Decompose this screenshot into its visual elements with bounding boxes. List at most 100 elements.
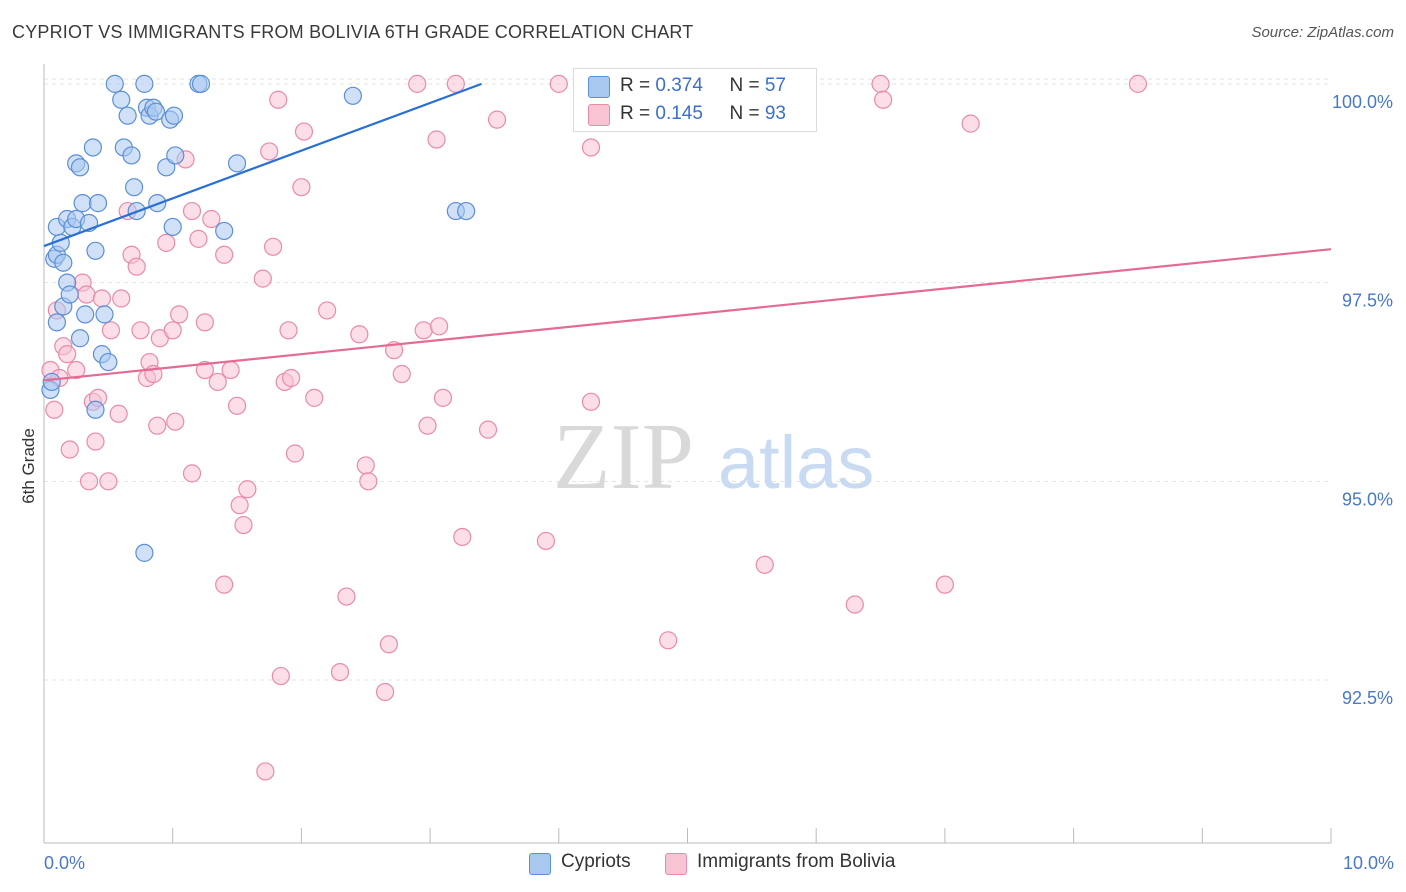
cypriot-point — [457, 201, 476, 221]
chart-title: CYPRIOT VS IMMIGRANTS FROM BOLIVIA 6TH G… — [12, 22, 694, 42]
legend-r-label: R = — [620, 75, 656, 96]
bolivia-point — [109, 404, 128, 423]
bolivia-point — [487, 110, 507, 129]
trendlines — [43, 82, 1332, 382]
legend-text-cypriots: R = 0.374 N = 57 — [620, 75, 786, 97]
legend-r-value: 0.374 — [655, 75, 703, 96]
bolivia-point — [166, 412, 185, 431]
bolivia-point — [215, 575, 234, 594]
cypriot-point — [70, 158, 90, 177]
x-tick-label: 0.0% — [44, 853, 85, 873]
legend-n-label: N = — [729, 75, 765, 96]
bolivia-point — [430, 317, 449, 336]
bolivia-point — [195, 360, 214, 380]
bolivia-point — [77, 285, 96, 304]
bolivia-point — [453, 527, 472, 547]
bottom-swatch-blue — [529, 853, 551, 875]
cypriot-point — [60, 285, 79, 304]
bolivia-point — [874, 90, 893, 109]
cypriot-point — [86, 400, 105, 419]
cypriot-point — [54, 253, 73, 272]
bolivia-point — [871, 74, 890, 93]
bolivia-point — [112, 289, 131, 308]
bolivia-point — [157, 233, 176, 252]
bolivia-point — [269, 90, 288, 109]
bolivia-point — [414, 321, 433, 340]
bolivia-point — [330, 662, 350, 682]
bolivia-point — [263, 237, 283, 256]
bolivia-point — [195, 313, 214, 332]
bolivia-point — [549, 74, 568, 93]
cypriot-point — [343, 86, 362, 105]
legend-n-value: 93 — [764, 103, 786, 124]
bolivia-point — [234, 515, 253, 535]
bolivia-point — [282, 368, 301, 388]
bolivia-point — [221, 360, 240, 380]
bolivia-point — [215, 245, 234, 264]
y-tick-label: 100.0% — [1332, 92, 1393, 112]
bolivia-point — [935, 575, 955, 594]
y-tick-label: 92.5% — [1342, 688, 1393, 708]
bolivia-point — [271, 666, 290, 686]
bolivia-point — [446, 74, 465, 93]
cypriot-point — [122, 146, 141, 165]
bolivia-point — [227, 396, 247, 415]
bolivia-point — [379, 635, 399, 654]
legend-n-value: 57 — [764, 75, 786, 96]
bolivia-point — [202, 209, 221, 229]
watermark-atlas: atlas — [718, 421, 874, 504]
bolivia-point — [208, 372, 227, 392]
cypriot-point — [105, 74, 124, 93]
bolivia-point — [58, 345, 77, 364]
bolivia-point — [45, 400, 64, 419]
legend-swatch-blue — [588, 76, 610, 98]
cypriot-point — [166, 146, 185, 165]
bolivia-point — [148, 416, 167, 435]
bolivia-point — [755, 555, 774, 574]
watermark: ZIP atlas — [553, 405, 874, 509]
bolivia-point — [238, 480, 257, 499]
cypriot-point — [86, 241, 105, 260]
bolivia-point — [260, 142, 279, 161]
cypriot-trendline — [43, 82, 482, 248]
bottom-swatch-pink — [665, 853, 687, 875]
bolivia-point — [60, 440, 79, 459]
bolivia-point — [285, 444, 305, 463]
bolivia-trendline — [43, 248, 1332, 382]
bolivia-point — [67, 360, 86, 380]
source-label: Source: ZipAtlas.com — [1251, 24, 1394, 41]
legend-n-label: N = — [729, 103, 765, 124]
cypriot-point — [76, 305, 95, 324]
bolivia-point — [961, 114, 980, 133]
bolivia-point — [581, 138, 601, 157]
cypriot-point — [47, 313, 66, 332]
cypriot-point — [99, 352, 118, 372]
legend-swatch-pink — [588, 104, 610, 126]
bolivia-point — [1128, 74, 1148, 93]
bolivia-point — [418, 416, 437, 435]
bolivia-point — [845, 595, 864, 614]
legend-r-label: R = — [620, 103, 656, 124]
bolivia-point — [279, 321, 298, 340]
bolivia-point — [581, 392, 601, 411]
bolivia-point — [256, 762, 275, 781]
bottom-legend-label: Immigrants from Bolivia — [697, 851, 896, 872]
cypriot-point — [118, 106, 137, 125]
bolivia-point — [427, 130, 446, 149]
bolivia-point — [127, 257, 146, 276]
bolivia-point — [318, 301, 337, 320]
cypriot-point — [73, 194, 92, 213]
bolivia-point — [350, 325, 369, 344]
watermark-zip: ZIP — [553, 405, 694, 509]
bolivia-point — [356, 456, 375, 475]
bolivia-point — [305, 388, 324, 407]
cypriot-point — [146, 102, 166, 121]
cypriot-point — [163, 217, 182, 237]
bolivia-point — [92, 289, 112, 308]
cypriot-point — [191, 74, 211, 93]
bolivia-point — [375, 682, 395, 702]
bolivia-point — [478, 420, 498, 439]
bolivia-point — [408, 74, 427, 93]
tick-labels: 92.5% 95.0% 97.5% 100.0% 0.0% 10.0% — [44, 92, 1394, 873]
